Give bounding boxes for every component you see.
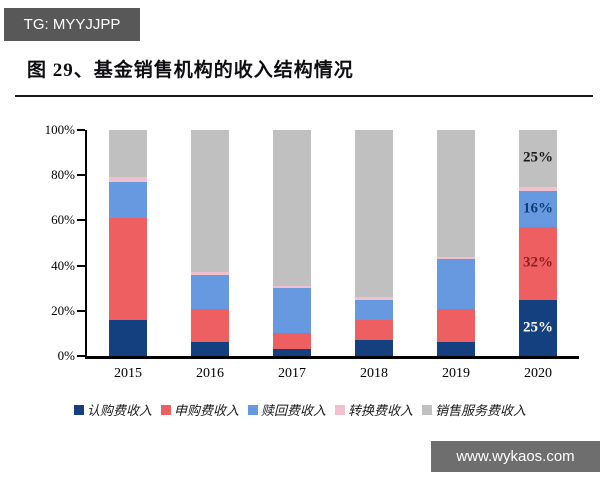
bar-segment-转换费收入 [109, 177, 147, 182]
bar-segment-销售服务费收入 [191, 130, 229, 273]
legend-label: 销售服务费收入 [435, 403, 527, 418]
source-badge: TG: MYYJJPP [4, 8, 140, 41]
bar-segment-销售服务费收入 [437, 130, 475, 257]
bar-segment-转换费收入 [355, 297, 393, 300]
bar-segment-赎回费收入 [355, 299, 393, 320]
y-axis-tick-label: 60% [51, 212, 75, 228]
x-axis-label-2019: 2019 [442, 366, 470, 381]
x-axis-label-2017: 2017 [278, 366, 306, 381]
bar-segment-赎回费收入 [109, 182, 147, 219]
bar-segment-转换费收入 [191, 272, 229, 275]
legend-item-销售服务费收入: 销售服务费收入 [422, 400, 526, 419]
legend-item-赎回费收入: 赎回费收入 [247, 400, 326, 419]
y-axis-tick [77, 309, 85, 312]
y-axis-tick [77, 129, 85, 131]
bar-segment-销售服务费收入 [355, 130, 393, 298]
y-axis-tick-label: 0% [57, 348, 75, 363]
bar-segment-申购费收入 [109, 218, 147, 320]
bar-segment-销售服务费收入 [109, 130, 147, 178]
bar-segment-申购费收入 [191, 308, 229, 343]
bar-2015 [109, 130, 147, 356]
chart-legend: 认购费收入 申购费收入 赎回费收入 转换费收入 销售服务费收入 [0, 400, 600, 419]
x-axis-label-2018: 2018 [360, 366, 388, 381]
bar-segment-申购费收入 [437, 308, 475, 343]
bar-segment-申购费收入 [355, 319, 393, 341]
legend-swatch-icon [335, 404, 345, 415]
bar-segment-认购费收入 [191, 342, 229, 356]
bar-segment-转换费收入 [273, 285, 311, 289]
y-axis-tick-label: 100% [44, 122, 75, 137]
bar-segment-认购费收入: 25% [519, 299, 557, 356]
legend-swatch-icon [422, 404, 433, 415]
bar-segment-认购费收入 [273, 349, 311, 356]
bar-segment-申购费收入 [273, 333, 311, 350]
bar-2020: 25% 32% 16% 25% [519, 130, 557, 356]
legend-item-认购费收入: 认购费收入 [73, 400, 152, 419]
bar-value-label: 32% [523, 254, 553, 271]
legend-swatch-icon [160, 404, 171, 415]
x-axis-label-2015: 2015 [114, 366, 142, 381]
legend-item-申购费收入: 申购费收入 [160, 400, 239, 419]
bar-segment-转换费收入 [437, 256, 475, 259]
y-axis-tick-label: 40% [51, 257, 75, 273]
y-axis-tick [77, 264, 85, 267]
bar-value-label: 25% [523, 149, 553, 166]
bar-value-label: 16% [523, 200, 553, 217]
bar-value-label: 25% [523, 319, 553, 336]
legend-label: 赎回费收入 [260, 403, 326, 418]
legend-swatch-icon [73, 404, 84, 415]
bar-segment-赎回费收入: 16% [519, 191, 557, 228]
bar-segment-赎回费收入 [273, 288, 311, 334]
bar-segment-认购费收入 [109, 319, 147, 356]
y-axis-tick [77, 355, 85, 357]
watermark-badge: www.wykaos.com [431, 441, 600, 472]
bar-segment-赎回费收入 [191, 274, 229, 309]
y-axis-tick [77, 219, 85, 222]
legend-label: 认购费收入 [86, 403, 152, 418]
legend-swatch-icon [247, 404, 258, 415]
figure-title: 图 29、基金销售机构的收入结构情况 [27, 60, 354, 81]
bar-segment-认购费收入 [355, 340, 393, 356]
bar-2018 [355, 130, 393, 356]
bar-2016 [191, 130, 229, 356]
legend-label: 申购费收入 [173, 403, 239, 418]
bar-segment-认购费收入 [437, 342, 475, 356]
x-axis-label-2016: 2016 [196, 366, 224, 381]
y-axis-tick [77, 174, 85, 177]
bar-2019 [437, 130, 475, 356]
legend-item-转换费收入: 转换费收入 [335, 400, 413, 419]
bar-segment-转换费收入 [519, 186, 557, 192]
chart-plot-area: 0% 20% 40% 60% 80% 100% 2015 2016 2017 2018 2019 25… [45, 122, 579, 381]
title-underline [15, 95, 593, 97]
bar-2017 [273, 130, 311, 356]
y-axis-tick-label: 80% [51, 167, 75, 183]
x-axis-label-2020: 2020 [524, 366, 552, 381]
legend-label: 转换费收入 [348, 403, 414, 418]
bar-segment-申购费收入: 32% [519, 227, 557, 300]
bar-segment-销售服务费收入: 25% [519, 130, 557, 187]
y-axis-tick-label: 20% [51, 302, 75, 318]
bar-segment-赎回费收入 [437, 258, 475, 309]
bar-segment-销售服务费收入 [273, 130, 311, 286]
